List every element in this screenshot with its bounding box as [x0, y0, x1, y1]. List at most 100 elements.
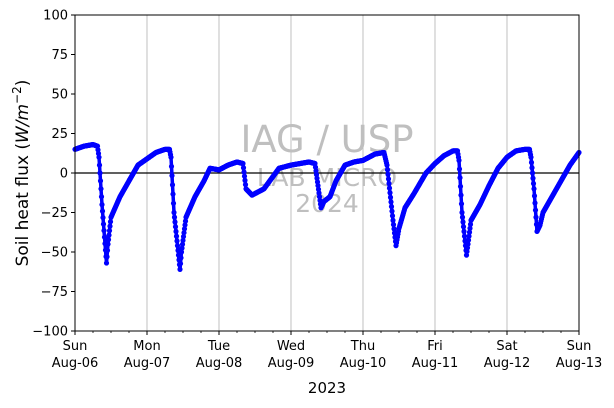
data-point	[528, 154, 534, 160]
data-point	[529, 170, 536, 176]
x-tick-label-date: Aug-09	[268, 356, 315, 371]
data-point	[173, 233, 180, 239]
data-point	[387, 190, 393, 196]
data-point	[168, 163, 175, 170]
data-point	[533, 214, 539, 220]
x-tick-label-date: Aug-12	[484, 356, 531, 371]
data-point	[385, 176, 392, 182]
data-point	[241, 169, 247, 175]
x-tick-label-date: Aug-10	[340, 356, 387, 371]
data-point	[467, 225, 473, 231]
data-point	[532, 200, 538, 206]
data-point	[179, 241, 186, 247]
data-point	[178, 249, 185, 255]
data-point	[97, 178, 104, 184]
data-point	[97, 170, 103, 176]
y-tick-label: −75	[41, 285, 68, 300]
x-tick-label-day: Thu	[350, 339, 375, 354]
data-point	[182, 222, 188, 228]
data-point	[242, 181, 249, 188]
data-point	[242, 177, 248, 183]
data-point	[103, 260, 110, 266]
y-tick-label: 25	[51, 127, 68, 142]
data-point	[172, 224, 179, 230]
data-point	[169, 173, 175, 179]
x-tick-label-day: Wed	[277, 339, 305, 354]
data-point	[240, 160, 246, 167]
x-tick-label-day: Sun	[567, 339, 592, 354]
data-point	[98, 186, 104, 192]
data-point	[170, 191, 176, 197]
data-point	[170, 200, 177, 206]
data-point	[385, 171, 391, 177]
data-point	[104, 254, 110, 260]
data-point	[460, 219, 466, 225]
data-point	[467, 221, 474, 227]
data-point	[241, 173, 248, 179]
data-point	[384, 162, 390, 168]
data-point	[459, 209, 465, 216]
data-point	[458, 201, 465, 207]
data-point	[101, 234, 108, 240]
data-point	[390, 222, 397, 228]
data-point	[466, 233, 472, 239]
y-tick-label: 50	[51, 88, 68, 103]
data-point	[107, 219, 114, 225]
data-point	[457, 183, 464, 190]
y-tick-label: 75	[51, 48, 68, 63]
data-point	[96, 154, 102, 160]
x-tick-label-day: Sun	[63, 339, 88, 354]
data-point	[180, 233, 187, 240]
data-point	[465, 237, 472, 243]
data-point	[172, 219, 178, 225]
data-point	[389, 213, 396, 219]
data-point	[98, 194, 105, 200]
data-point	[100, 214, 106, 221]
x-tick-label-date: Aug-08	[196, 356, 243, 371]
data-point	[391, 226, 397, 232]
x-tick-label-day: Fri	[427, 339, 443, 354]
data-point	[181, 230, 187, 236]
data-point	[171, 214, 178, 220]
data-point	[171, 209, 177, 216]
watermark-line-3: 2024	[295, 189, 359, 218]
data-point	[386, 180, 392, 187]
data-point	[387, 194, 394, 200]
data-point	[182, 218, 189, 224]
data-point	[105, 237, 112, 243]
data-point	[390, 217, 396, 223]
data-point	[459, 214, 466, 220]
y-tick-label: −100	[32, 325, 68, 340]
data-point	[457, 175, 463, 181]
data-point	[177, 260, 184, 267]
data-point	[528, 159, 535, 166]
data-point	[461, 228, 467, 235]
data-point	[531, 193, 538, 199]
y-tick-label: −50	[41, 246, 68, 261]
data-point	[529, 165, 535, 171]
x-tick-label-date: Aug-13	[556, 356, 603, 371]
data-point	[169, 182, 176, 188]
data-point	[389, 208, 395, 214]
data-point	[168, 154, 174, 160]
data-point	[106, 228, 113, 234]
data-point	[100, 221, 107, 227]
data-point	[384, 167, 391, 173]
data-point	[240, 165, 247, 171]
y-tick-label: 100	[43, 9, 68, 24]
data-point	[104, 247, 111, 254]
data-point	[458, 192, 464, 198]
data-point	[386, 185, 393, 191]
data-point	[461, 233, 468, 239]
data-point	[174, 238, 180, 244]
data-point	[105, 241, 111, 247]
data-point	[173, 228, 179, 235]
data-point	[178, 255, 184, 261]
x-tick-label-day: Mon	[133, 339, 160, 354]
x-axis-title: 2023	[308, 379, 346, 397]
data-point	[96, 162, 103, 168]
data-point	[530, 175, 536, 181]
data-point	[180, 237, 186, 244]
y-axis-title: Soil heat flux (W/m−2)	[10, 80, 33, 267]
y-axis: 100 75 50 25 0 −25 −50 −75 −100	[32, 9, 75, 340]
